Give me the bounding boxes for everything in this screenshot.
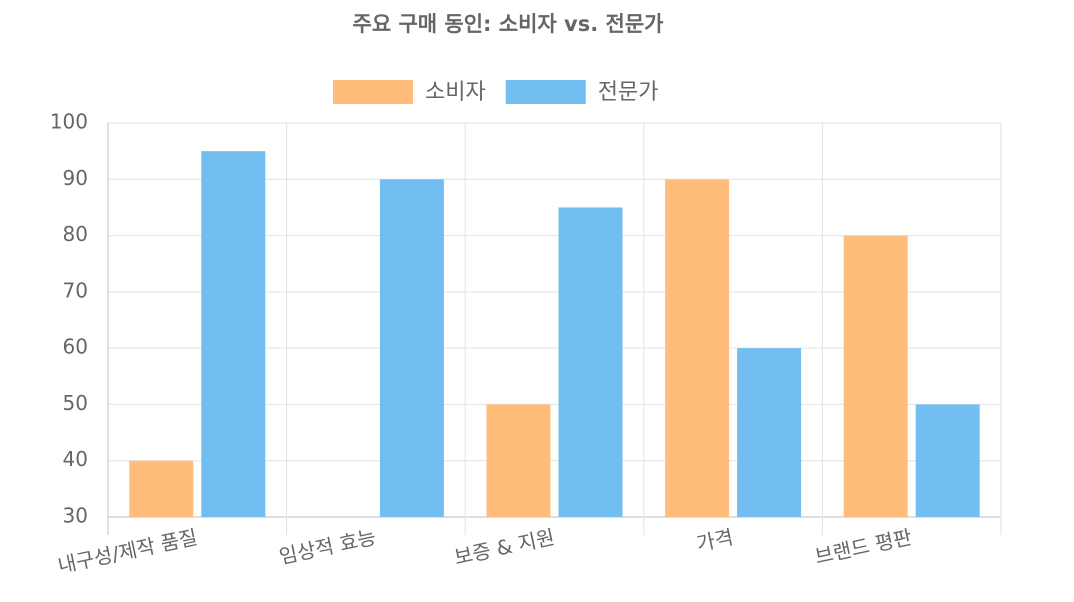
y-tick-label: 30 xyxy=(63,504,88,528)
bar xyxy=(737,348,802,517)
y-tick-label: 40 xyxy=(63,447,88,471)
x-tick-label: 임상적 효능 xyxy=(277,525,378,569)
x-tick-label: 내구성/제작 품질 xyxy=(56,525,200,578)
bar xyxy=(665,179,730,518)
x-tick-label: 브랜드 평판 xyxy=(813,525,914,569)
bar xyxy=(558,207,623,517)
chart-title: 주요 구매 동인: 소비자 vs. 전문가 xyxy=(353,12,665,36)
legend-swatch xyxy=(333,80,413,104)
bar xyxy=(129,460,194,517)
bar xyxy=(486,404,551,517)
y-tick-label: 80 xyxy=(63,222,88,246)
y-tick-label: 70 xyxy=(63,278,88,302)
bar xyxy=(379,179,444,518)
y-tick-label: 50 xyxy=(63,391,88,415)
x-tick-label: 가격 xyxy=(694,525,735,556)
y-tick-label: 60 xyxy=(63,335,88,359)
legend-label: 전문가 xyxy=(598,80,659,105)
bar xyxy=(843,235,908,518)
legend-swatch xyxy=(505,80,586,104)
bar xyxy=(201,151,266,517)
bar xyxy=(915,404,980,517)
legend-label: 소비자 xyxy=(425,80,486,105)
y-tick-label: 90 xyxy=(63,166,88,190)
y-tick-label: 100 xyxy=(50,110,88,134)
x-tick-label: 보증 & 지원 xyxy=(452,525,557,570)
